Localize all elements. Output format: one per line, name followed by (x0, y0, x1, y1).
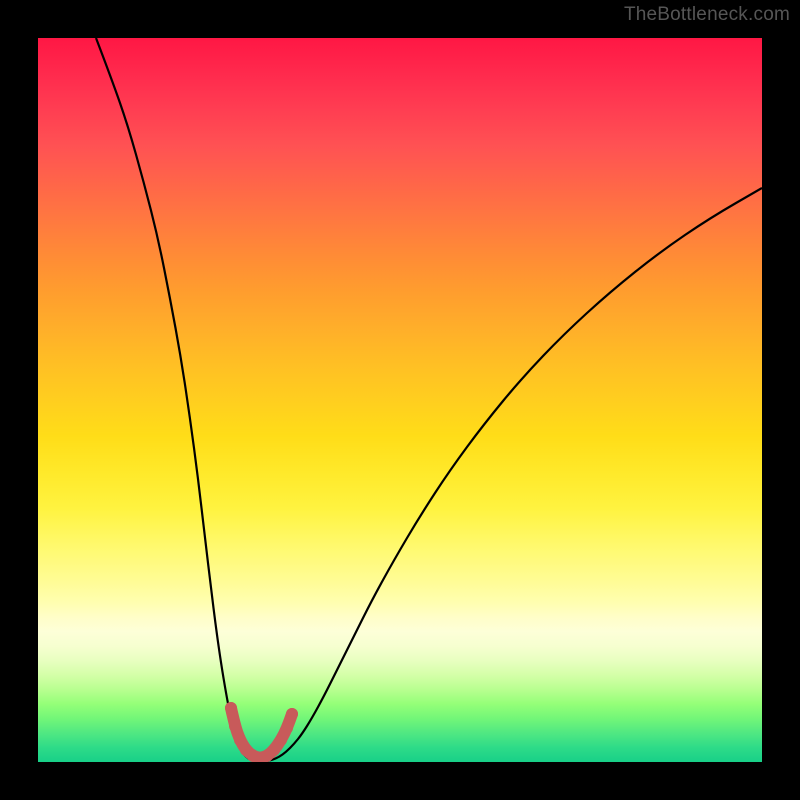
attribution-label: TheBottleneck.com (624, 4, 790, 26)
gradient-background (38, 38, 762, 762)
chart-frame: TheBottleneck.com (0, 0, 800, 800)
